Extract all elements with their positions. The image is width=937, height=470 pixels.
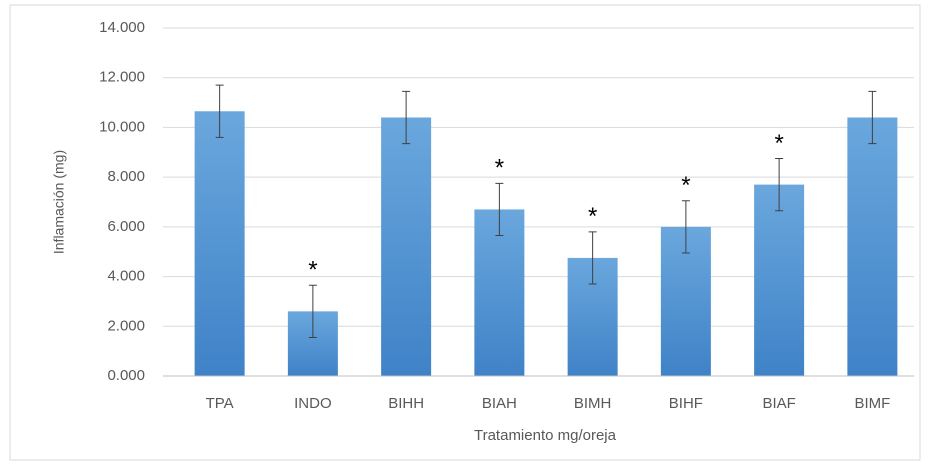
bar (474, 209, 525, 376)
error-bar (588, 231, 597, 285)
x-tick-label: BIAH (482, 395, 517, 412)
x-tick-label: BIMF (854, 395, 890, 412)
y-tick-label: 2.000 (107, 317, 145, 334)
error-bar (868, 90, 877, 145)
x-tick-label: INDO (294, 395, 332, 412)
significance-marker: * (588, 203, 597, 230)
y-tick-label: 0.000 (107, 367, 145, 384)
error-bar (308, 284, 317, 338)
y-axis-title: Inflamación (mg) (51, 150, 67, 254)
y-tick-label: 12.000 (99, 69, 145, 86)
error-bar (495, 182, 504, 237)
x-tick-label: BIMH (574, 395, 612, 412)
x-tick-label: BIHH (388, 395, 424, 412)
x-tick-label: BIHF (669, 395, 703, 412)
error-bar (681, 200, 690, 254)
x-tick-label: BIAF (762, 395, 795, 412)
significance-marker: * (495, 155, 504, 182)
bar (754, 184, 805, 376)
y-tick-label: 8.000 (107, 168, 145, 185)
error-bar (775, 158, 784, 212)
bar (194, 111, 245, 377)
y-tick-label: 10.000 (99, 118, 145, 135)
error-bar (402, 90, 411, 145)
bar (381, 117, 432, 376)
significance-marker: * (681, 172, 690, 199)
x-axis-title: Tratamiento mg/oreja (474, 427, 617, 444)
y-tick-label: 4.000 (107, 268, 145, 285)
y-tick-label: 6.000 (107, 218, 145, 235)
y-tick-label: 14.000 (99, 19, 145, 36)
bar (847, 117, 898, 376)
x-tick-label: TPA (206, 395, 234, 412)
significance-marker: * (308, 257, 317, 284)
error-bar (215, 84, 224, 138)
significance-marker: * (774, 130, 783, 157)
